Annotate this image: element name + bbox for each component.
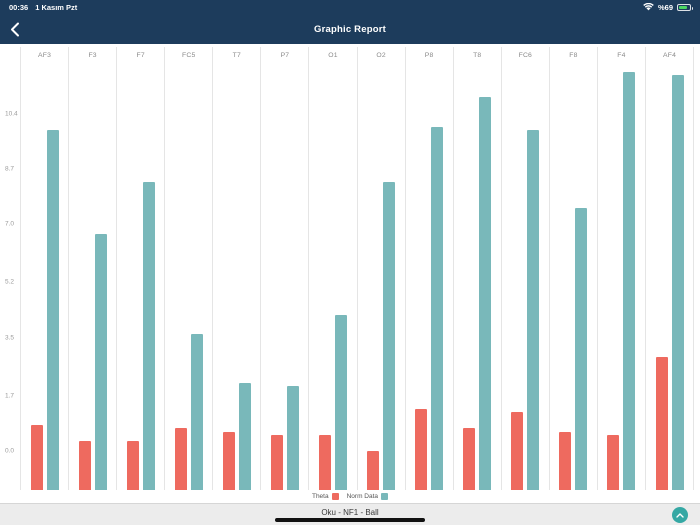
chart-legend: Theta Norm Data bbox=[0, 491, 700, 502]
footer-label: Oku - NF1 - Ball bbox=[321, 508, 379, 517]
chart-column-o2: O2 bbox=[358, 47, 406, 490]
legend-label: Norm Data bbox=[346, 493, 379, 500]
category-label: F7 bbox=[136, 52, 145, 59]
nav-bar: Graphic Report bbox=[0, 15, 700, 44]
y-tick-label: 0.0 bbox=[5, 447, 15, 455]
bar-theta bbox=[174, 428, 187, 490]
scroll-top-button[interactable] bbox=[672, 507, 688, 523]
bar-norm-data bbox=[94, 233, 107, 490]
bar-norm-data bbox=[190, 334, 203, 490]
page-title: Graphic Report bbox=[314, 24, 386, 35]
bar-theta bbox=[607, 434, 620, 490]
chart-column-p8: P8 bbox=[406, 47, 454, 490]
bar-theta bbox=[367, 451, 380, 490]
bar-theta bbox=[559, 431, 572, 490]
bar-theta bbox=[222, 431, 235, 490]
chart-column-fc6: FC6 bbox=[502, 47, 550, 490]
legend-swatch bbox=[381, 493, 389, 500]
category-label: FC6 bbox=[518, 52, 533, 59]
bar-norm-data bbox=[671, 74, 684, 490]
bar-norm-data bbox=[623, 71, 636, 490]
bar-norm-data bbox=[527, 129, 540, 490]
category-label: P8 bbox=[424, 52, 434, 59]
bar-theta bbox=[78, 441, 91, 490]
bar-theta bbox=[415, 408, 428, 490]
battery-percent: %69 bbox=[657, 3, 673, 12]
footer-toolbar: Oku - NF1 - Ball bbox=[0, 503, 700, 525]
bar-norm-data bbox=[575, 207, 588, 490]
bar-theta bbox=[463, 428, 476, 490]
y-axis: 10.4 8.7 7.0 5.2 3.5 1.7 0.0 bbox=[4, 47, 20, 490]
bar-norm-data bbox=[479, 97, 492, 490]
legend-item-norm-data: Norm Data bbox=[346, 493, 389, 500]
category-label: T8 bbox=[473, 52, 482, 59]
legend-item-theta: Theta bbox=[312, 493, 339, 500]
chart-column-f4: F4 bbox=[598, 47, 647, 490]
bar-norm-data bbox=[383, 181, 396, 490]
bar-norm-data bbox=[431, 126, 444, 490]
bar-theta bbox=[30, 425, 43, 490]
bar-theta bbox=[655, 357, 668, 490]
category-label: AF4 bbox=[663, 52, 677, 59]
chart-column-af3: AF3 bbox=[20, 47, 70, 490]
status-date: 1 Kasım Pzt bbox=[35, 3, 78, 12]
y-tick-label: 5.2 bbox=[5, 278, 15, 286]
category-label: O1 bbox=[328, 52, 338, 59]
home-indicator[interactable] bbox=[275, 518, 425, 522]
y-tick-label: 1.7 bbox=[5, 392, 15, 400]
category-label: O2 bbox=[376, 52, 386, 59]
bar-norm-data bbox=[46, 129, 59, 490]
chart-plot-area: AF3 F3 F7 FC5 T7 P7 O1 O2 P8 T8 FC6 F8 F4 AF4 bbox=[20, 47, 695, 490]
status-time: 00:36 bbox=[9, 3, 29, 12]
chart-column-t8: T8 bbox=[454, 47, 502, 490]
y-tick-label: 3.5 bbox=[5, 334, 15, 342]
chart-column-f3: F3 bbox=[69, 47, 118, 490]
chart-column-f8: F8 bbox=[550, 47, 598, 490]
category-label: P7 bbox=[280, 52, 290, 59]
bar-chart: 10.4 8.7 7.0 5.2 3.5 1.7 0.0 AF3 F3 F7 FC5 T7 P7 O1 O… bbox=[4, 47, 695, 490]
bar-theta bbox=[511, 412, 524, 490]
chart-column-fc5: FC5 bbox=[165, 47, 214, 490]
bar-theta bbox=[319, 434, 331, 490]
legend-label: Theta bbox=[311, 493, 329, 500]
y-tick-label: 7.0 bbox=[5, 220, 15, 228]
chart-column-o1: O1 bbox=[309, 47, 358, 490]
bar-norm-data bbox=[142, 181, 155, 490]
y-tick-label: 8.7 bbox=[5, 165, 15, 173]
category-label: T7 bbox=[232, 52, 242, 59]
chart-column-f7: F7 bbox=[117, 47, 166, 490]
chart-column-t7: T7 bbox=[213, 47, 262, 490]
bar-theta bbox=[270, 434, 283, 490]
category-label: F8 bbox=[569, 52, 578, 59]
chart-column-af4: AF4 bbox=[646, 47, 695, 490]
wifi-icon bbox=[643, 2, 654, 13]
y-tick-label: 10.4 bbox=[5, 110, 18, 118]
back-button[interactable] bbox=[10, 22, 24, 37]
bar-norm-data bbox=[238, 382, 251, 490]
category-label: F3 bbox=[88, 52, 97, 59]
category-label: AF3 bbox=[38, 52, 52, 59]
category-label: FC5 bbox=[182, 52, 196, 59]
bar-norm-data bbox=[286, 386, 299, 490]
legend-swatch bbox=[331, 493, 339, 500]
chart-column-p7: P7 bbox=[261, 47, 310, 490]
bar-theta bbox=[126, 441, 139, 490]
status-bar: 00:36 1 Kasım Pzt %69 bbox=[0, 0, 700, 15]
category-label: F4 bbox=[617, 52, 626, 59]
bar-norm-data bbox=[335, 314, 347, 490]
battery-icon bbox=[677, 4, 693, 11]
